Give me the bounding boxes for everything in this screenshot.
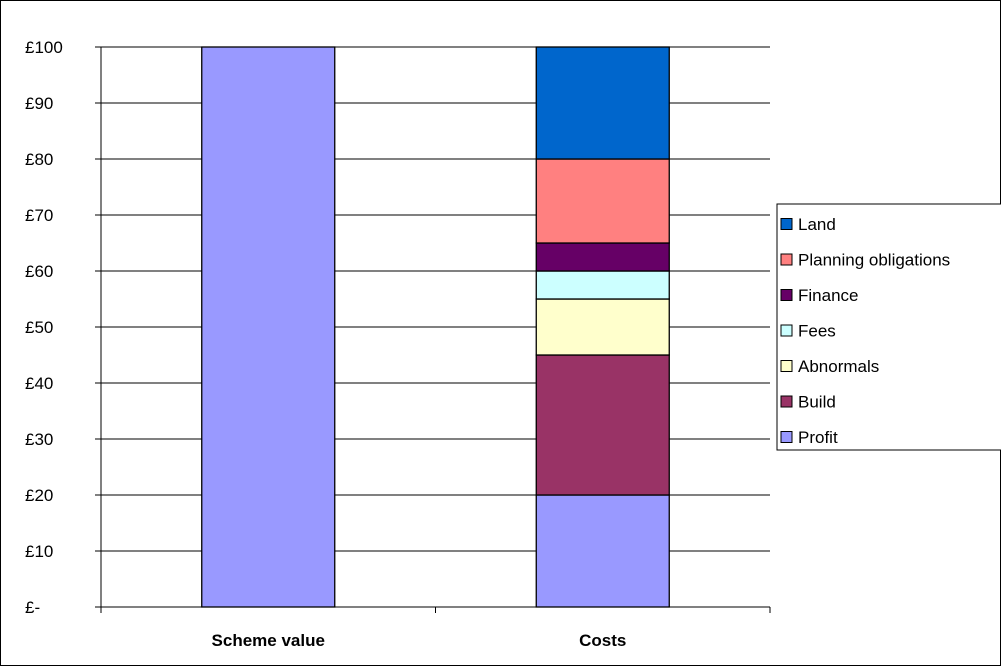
bar-costs-abnormals [535, 298, 670, 356]
y-tick-label: £70 [25, 206, 53, 225]
legend-label-profit: Profit [798, 428, 838, 447]
bar-costs-land [535, 46, 670, 160]
legend-label-fees: Fees [798, 322, 836, 341]
legend-swatch-finance [780, 289, 793, 301]
y-tick-label: £90 [25, 94, 53, 113]
legend-label-planning-obligations: Planning obligations [798, 251, 950, 270]
x-category-label: Costs [579, 631, 626, 650]
legend-swatch-build [780, 395, 793, 408]
legend-swatch-abnormals [780, 360, 793, 372]
legend-label-build: Build [798, 393, 836, 412]
y-axis-ticks: £- £10 £20 £30 £40 £50 £60 £70 £80 £90 £100 [25, 38, 63, 617]
legend-swatch-fees [780, 324, 793, 337]
legend-label-abnormals: Abnormals [798, 357, 879, 376]
bar-costs-finance [535, 242, 670, 272]
y-tick-label: £100 [25, 38, 63, 57]
x-category-label: Scheme value [212, 631, 325, 650]
legend-swatch-profit [780, 431, 793, 443]
legend-box [776, 203, 1001, 451]
y-tick-label: £60 [25, 262, 53, 281]
legend-swatch-land [780, 218, 793, 230]
x-axis-labels: Scheme value Costs [212, 631, 627, 650]
legend-swatch-planning-obligations [780, 253, 793, 266]
y-tick-label: £20 [25, 486, 53, 505]
y-tick-label: £50 [25, 318, 53, 337]
bar-scheme-value-profit [201, 46, 336, 608]
legend-label-finance: Finance [798, 286, 858, 305]
bar-costs-planning-obligations [535, 158, 670, 244]
axes [95, 46, 771, 613]
bar-costs-build [535, 354, 670, 496]
y-tick-label: £40 [25, 374, 53, 393]
legend-label-land: Land [798, 215, 836, 234]
y-tick-label: £- [25, 598, 40, 617]
y-tick-label: £30 [25, 430, 53, 449]
legend: Land Planning obligations Finance Fees Abnor… [776, 203, 1001, 451]
y-tick-label: £10 [25, 542, 53, 561]
y-tick-label: £80 [25, 150, 53, 169]
bar-costs-profit [535, 494, 670, 608]
bar-costs-fees [535, 270, 670, 300]
